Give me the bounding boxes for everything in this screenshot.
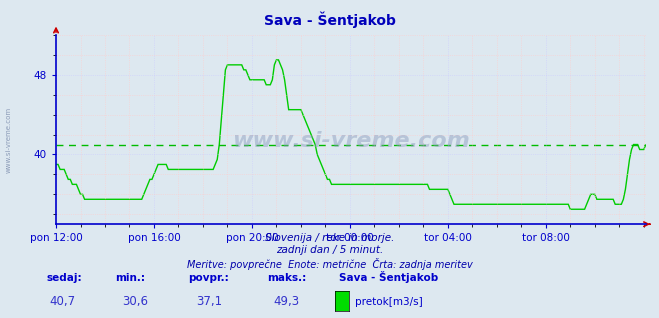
Text: www.si-vreme.com: www.si-vreme.com [232, 131, 470, 151]
Text: Slovenija / reke in morje.: Slovenija / reke in morje. [265, 233, 394, 243]
Text: maks.:: maks.: [267, 273, 306, 283]
Text: Meritve: povprečne  Enote: metrične  Črta: zadnja meritev: Meritve: povprečne Enote: metrične Črta:… [186, 258, 473, 270]
Text: www.si-vreme.com: www.si-vreme.com [5, 107, 11, 173]
Text: pretok[m3/s]: pretok[m3/s] [355, 297, 422, 307]
Text: 40,7: 40,7 [49, 295, 76, 308]
Text: povpr.:: povpr.: [188, 273, 229, 283]
Text: 30,6: 30,6 [122, 295, 148, 308]
Text: min.:: min.: [115, 273, 146, 283]
Text: Sava - Šentjakob: Sava - Šentjakob [264, 11, 395, 28]
Text: 49,3: 49,3 [273, 295, 300, 308]
Text: Sava - Šentjakob: Sava - Šentjakob [339, 272, 439, 283]
Text: sedaj:: sedaj: [46, 273, 82, 283]
Text: 37,1: 37,1 [196, 295, 222, 308]
Text: zadnji dan / 5 minut.: zadnji dan / 5 minut. [276, 245, 383, 255]
